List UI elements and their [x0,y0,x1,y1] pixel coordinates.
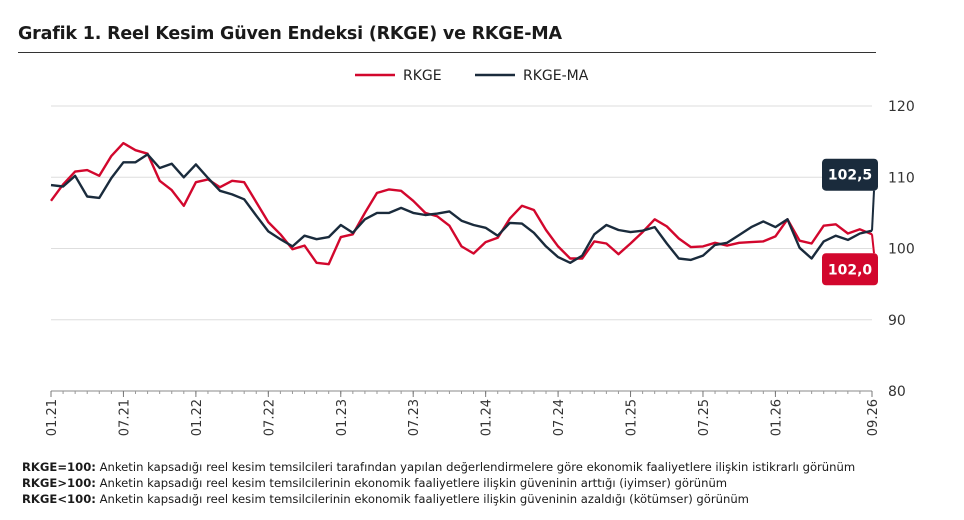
x-tick-label: 07.25 [697,399,712,436]
y-tick-label: 80 [888,384,906,400]
y-tick-label: 90 [888,313,906,329]
callout-pointer [871,190,875,231]
series-line-rkge-ma [50,153,873,264]
note-text: Anketin kapsadığı reel kesim temsilciler… [95,492,749,506]
x-tick-label: 07.23 [407,399,422,436]
x-tick-label: 01.23 [335,399,350,436]
x-tick-label: 01.21 [45,399,60,436]
legend: RKGE RKGE-MA [355,68,589,84]
x-tick-label: 01.26 [769,399,784,436]
series-lines [50,141,873,266]
callout-pointer [871,234,875,254]
y-tick-label: 120 [888,99,915,115]
x-tick-label: 01.24 [480,399,495,436]
x-tick-label: 07.21 [117,399,132,436]
note-text: Anketin kapsadığı reel kesim temsilciler… [95,476,728,490]
note-row: RKGE>100: Anketin kapsadığı reel kesim t… [22,475,855,491]
legend-item: RKGE [355,68,442,84]
callout-label: 102,0 [828,262,873,278]
note-text: Anketin kapsadığı reel kesim temsilciler… [95,460,856,474]
callout-box [822,253,878,286]
line-chart: 01.21 07.21 01.22 07.22 01.23 07.23 01.24 07.24… [45,68,915,436]
x-tick-label: 01.22 [190,399,205,436]
note-key: RKGE<100: [22,492,96,506]
callout-label: 102,5 [828,168,872,184]
value-callouts: 102,5 102,0 [822,158,878,286]
note-key: RKGE=100: [22,460,96,474]
y-tick-label: 110 [888,170,915,186]
x-tick-label: 07.24 [552,399,567,436]
legend-label: RKGE-MA [523,68,589,84]
note-row: RKGE<100: Anketin kapsadığı reel kesim t… [22,491,855,507]
x-tick-label: 09.26 [866,399,881,436]
chart-title: Grafik 1. Reel Kesim Güven Endeksi (RKGE… [18,24,562,44]
footnotes: RKGE=100: Anketin kapsadığı reel kesim t… [22,459,855,507]
callout-box [822,158,878,191]
x-axis: 01.21 07.21 01.22 07.22 01.23 07.23 01.24 07.24… [45,390,881,436]
callout-rkge-ma: 102,5 [822,158,878,231]
legend-label: RKGE [403,68,442,84]
title-divider [18,52,876,53]
x-tick-label: 07.22 [262,399,277,436]
legend-item: RKGE-MA [475,68,589,84]
note-key: RKGE>100: [22,476,96,490]
gridlines [51,105,872,321]
x-tick-label: 01.25 [625,399,640,436]
y-axis: 80 90 100 110 120 [888,99,915,400]
callout-rkge: 102,0 [822,234,878,286]
y-tick-label: 100 [888,242,915,258]
series-line-rkge [50,141,873,266]
note-row: RKGE=100: Anketin kapsadığı reel kesim t… [22,459,855,475]
